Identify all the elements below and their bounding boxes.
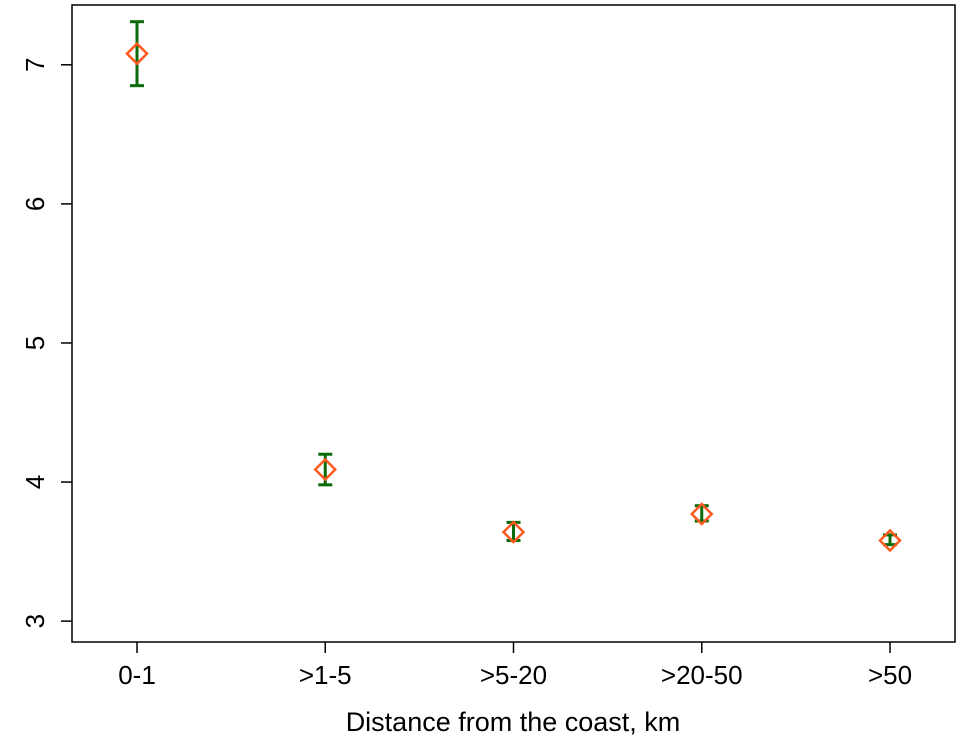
y-tick-label: 6 — [20, 197, 50, 211]
data-point — [878, 528, 902, 553]
y-tick-label: 5 — [20, 336, 50, 350]
y-tick-label: 7 — [20, 58, 50, 72]
plot-area — [71, 4, 956, 643]
x-tick-label: >1-5 — [299, 660, 352, 690]
x-tick-label: >50 — [868, 660, 912, 690]
x-tick-label: >5-20 — [480, 660, 547, 690]
data-point — [689, 502, 714, 526]
x-axis: 0-1 >1-5 >5-20 >20-50 >50 — [118, 642, 912, 690]
y-tick-label: 3 — [20, 614, 50, 628]
data-point — [313, 457, 338, 482]
data-point — [125, 41, 149, 66]
x-axis-title: Distance from the coast, km — [346, 707, 681, 737]
data-point — [501, 520, 526, 544]
data-points — [125, 41, 902, 553]
y-axis: 3 4 5 6 7 — [20, 58, 72, 628]
error-bar — [130, 20, 144, 88]
y-tick-label: 4 — [20, 475, 50, 489]
x-tick-label: >20-50 — [661, 660, 743, 690]
x-tick-label: 0-1 — [118, 660, 156, 690]
